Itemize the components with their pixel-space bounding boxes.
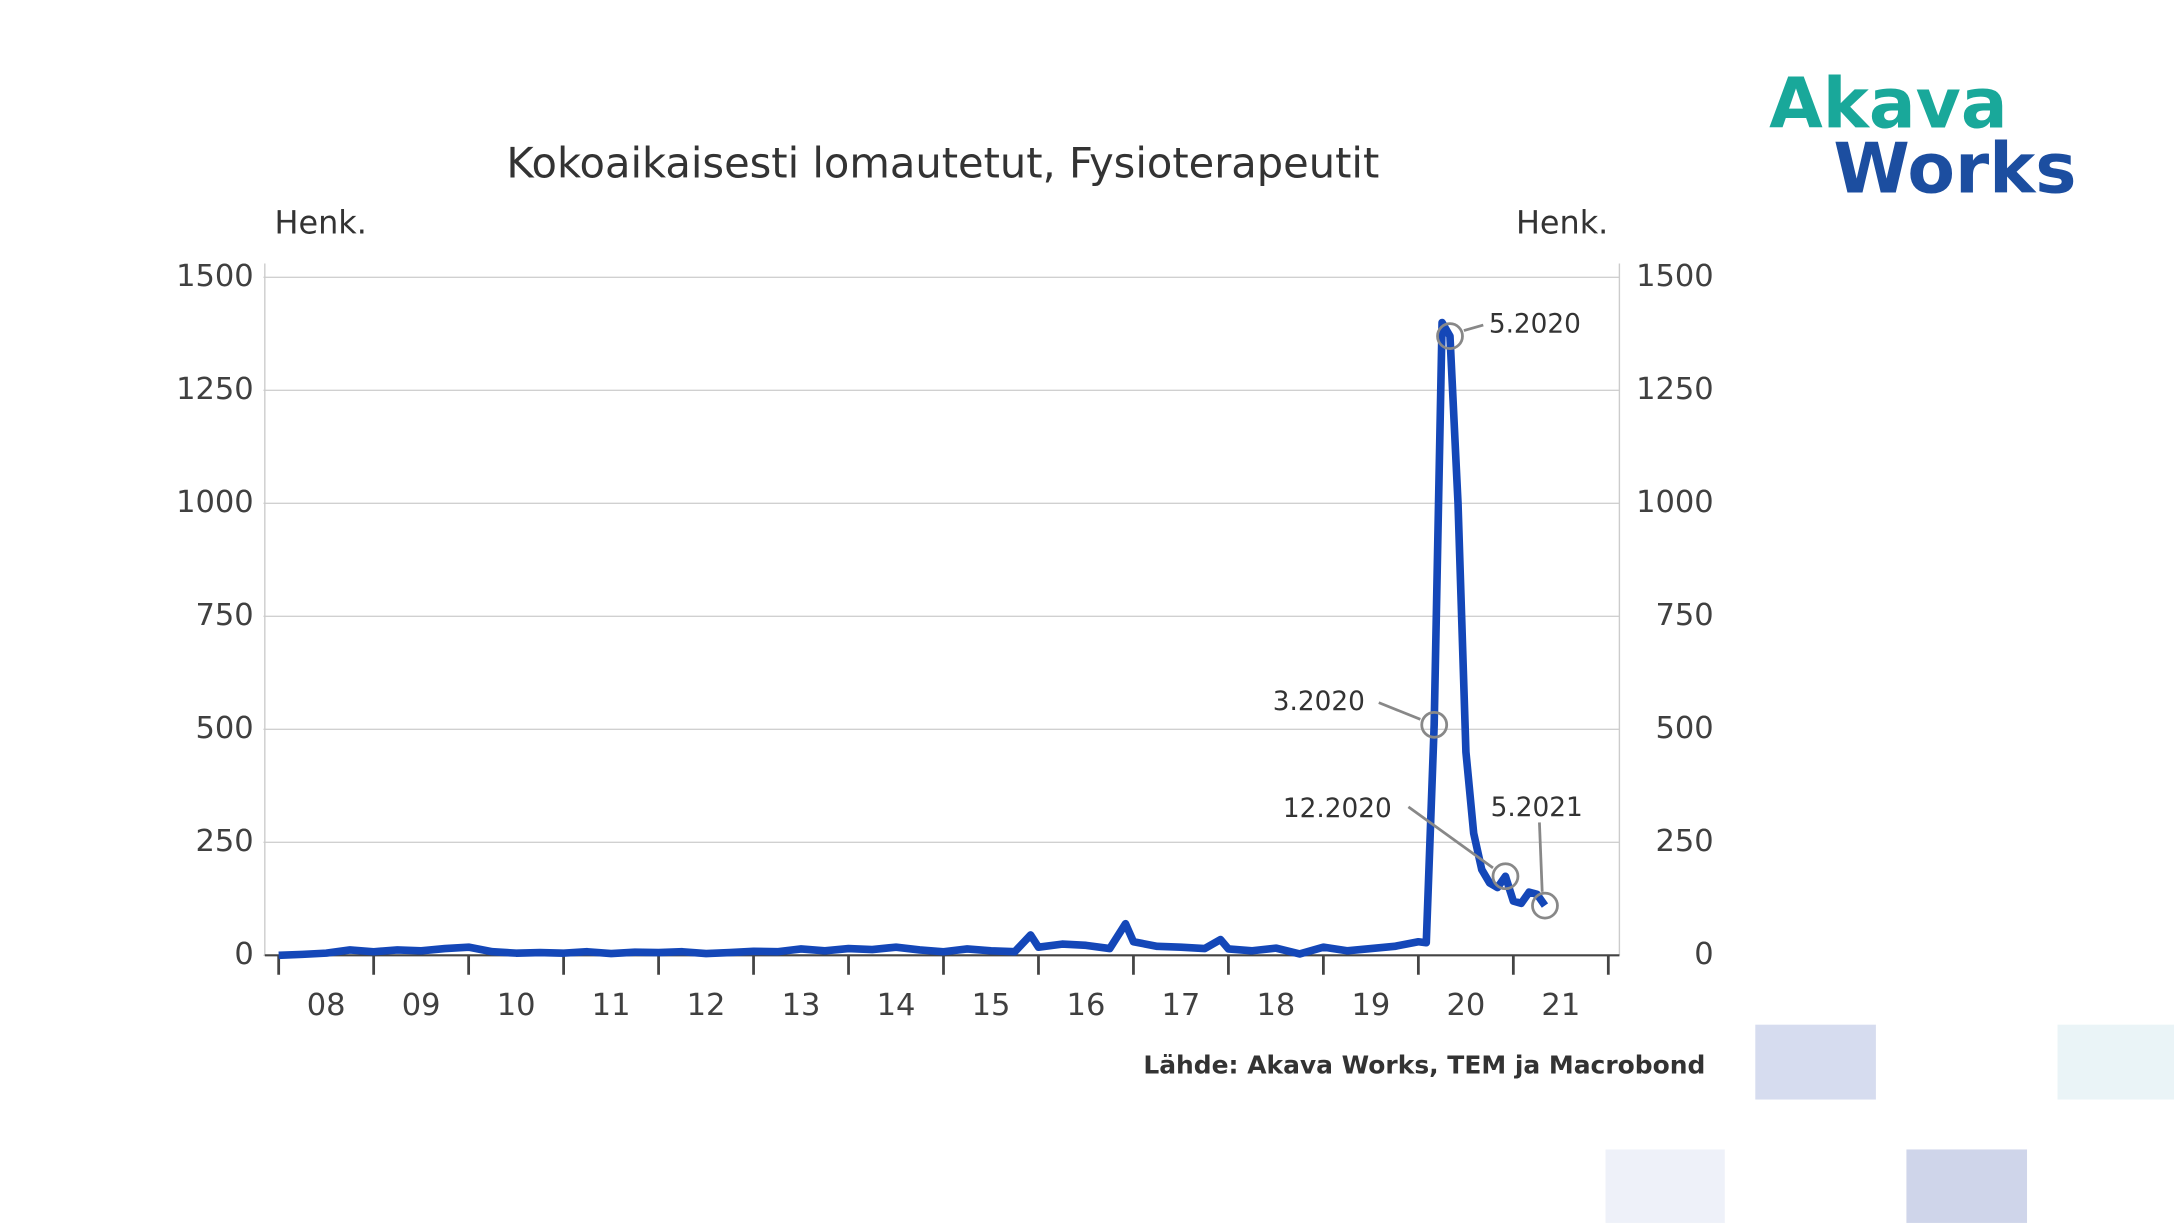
y2-tick-label: 500 bbox=[1655, 711, 1713, 746]
y-tick-label: 500 bbox=[196, 711, 254, 746]
annotation: 12.2020 bbox=[1283, 794, 1392, 824]
chart-title: Kokoaikaisesti lomautetut, Fysioterapeut… bbox=[506, 138, 1379, 187]
x-tick-label: 20 bbox=[1446, 988, 1485, 1023]
data-line bbox=[278, 318, 1549, 960]
y-tick-label: 0 bbox=[234, 937, 253, 972]
x-tick-label: 19 bbox=[1351, 988, 1390, 1023]
decor-square bbox=[2057, 1024, 2174, 1100]
annotation-marker bbox=[1491, 862, 1520, 891]
annotation: 5.2021 bbox=[1491, 793, 1583, 823]
decor-square bbox=[1605, 1149, 1725, 1223]
y2-axis-label: Henk. bbox=[1516, 204, 1608, 242]
annotation: 5.2020 bbox=[1489, 310, 1581, 340]
x-tick-label: 18 bbox=[1257, 988, 1296, 1023]
annotation-leader bbox=[1463, 323, 1484, 332]
y-tick-label: 1250 bbox=[176, 372, 254, 407]
annotation-marker bbox=[1420, 710, 1449, 739]
decor-square bbox=[1906, 1149, 2028, 1223]
y2-tick-label: 750 bbox=[1655, 598, 1713, 633]
x-tick-label: 11 bbox=[592, 988, 631, 1023]
annotation-leader bbox=[1378, 701, 1421, 721]
y-tick-label: 1000 bbox=[176, 485, 254, 520]
source: Lähde: Akava Works, TEM ja Macrobond bbox=[1143, 1050, 1705, 1079]
x-tick-label: 14 bbox=[877, 988, 916, 1023]
logo-bottom: Works bbox=[1833, 129, 2076, 209]
y2-tick-label: 1000 bbox=[1636, 485, 1714, 520]
logo-top: Akava bbox=[1769, 64, 2007, 144]
annotation-marker bbox=[1531, 891, 1559, 920]
y2-tick-label: 1250 bbox=[1636, 372, 1714, 407]
x-tick-label: 09 bbox=[402, 988, 441, 1023]
x-tick-label: 16 bbox=[1067, 988, 1106, 1023]
x-tick-label: 15 bbox=[972, 988, 1011, 1023]
x-tick-label: 08 bbox=[307, 988, 346, 1023]
decor-square bbox=[1755, 1024, 1876, 1100]
annotation-marker bbox=[1436, 322, 1464, 350]
annotation-leader bbox=[1538, 822, 1544, 892]
x-tick-label: 21 bbox=[1541, 988, 1580, 1023]
x-tick-label: 10 bbox=[497, 988, 536, 1023]
y-tick-label: 1500 bbox=[176, 259, 254, 294]
y2-tick-label: 0 bbox=[1694, 937, 1713, 972]
annotation: 3.2020 bbox=[1273, 687, 1365, 717]
y2-tick-label: 250 bbox=[1655, 824, 1713, 859]
x-tick-label: 13 bbox=[782, 988, 821, 1023]
y-axis-label: Henk. bbox=[275, 204, 367, 242]
x-tick-label: 17 bbox=[1162, 988, 1201, 1023]
y2-tick-label: 1500 bbox=[1636, 259, 1714, 294]
y-tick-label: 250 bbox=[196, 824, 254, 859]
annotation-leader bbox=[1407, 805, 1494, 870]
y-tick-label: 750 bbox=[196, 598, 254, 633]
x-tick-label: 12 bbox=[687, 988, 726, 1023]
